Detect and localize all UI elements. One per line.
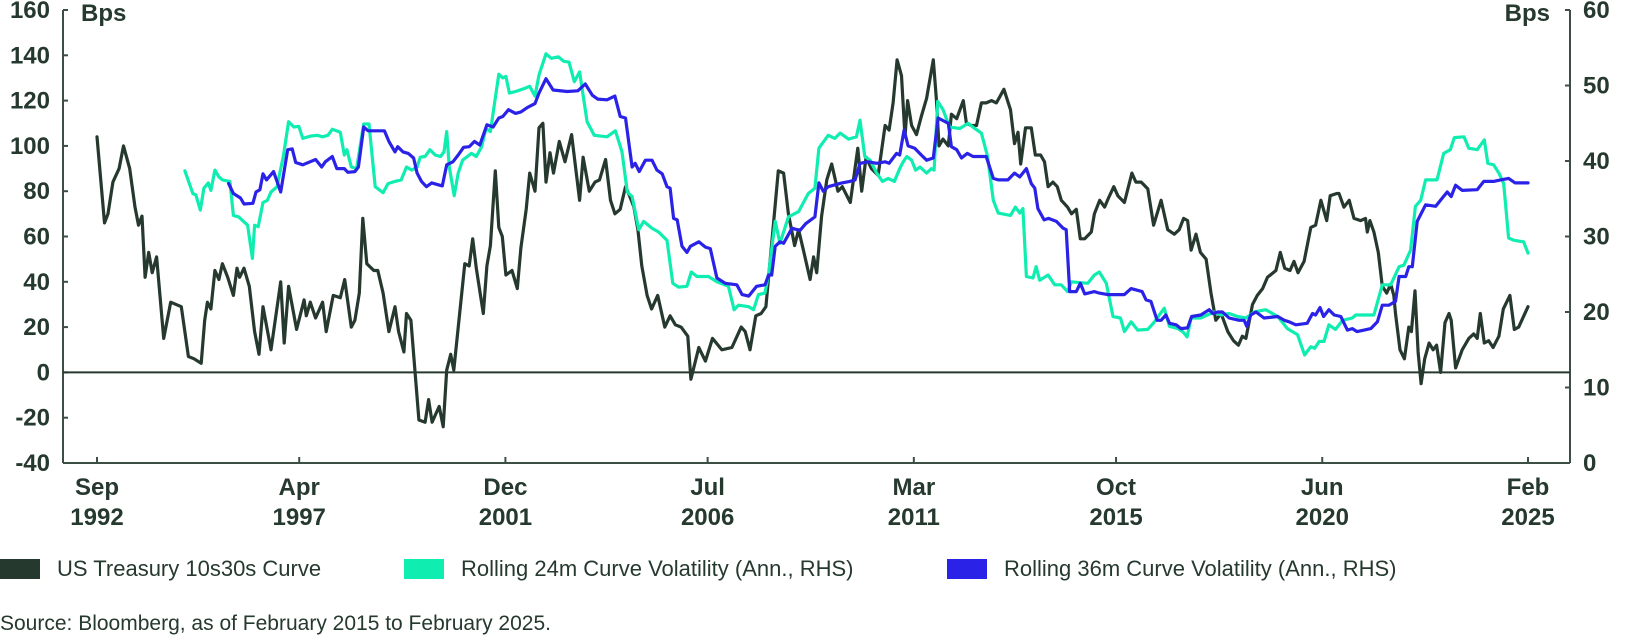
- legend-swatch-24m-vol: [404, 559, 444, 579]
- legend-swatch-10s30s: [0, 559, 40, 579]
- legend-label-10s30s: US Treasury 10s30s Curve: [57, 556, 322, 581]
- legend-item-24m-vol: Rolling 24m Curve Volatility (Ann., RHS): [404, 556, 853, 582]
- right-axis-tick-label: 20: [1583, 299, 1610, 326]
- x-axis-tick-month: Dec: [483, 474, 527, 501]
- right-axis-tick-label: 30: [1583, 224, 1610, 251]
- left-axis-unit-label: Bps: [81, 0, 126, 27]
- legend-swatch-36m-vol: [947, 559, 987, 579]
- x-axis-tick-year: 2015: [1089, 504, 1142, 531]
- x-axis-tick-year: 2006: [681, 504, 734, 531]
- x-axis-tick-month: Jul: [690, 474, 725, 501]
- legend-item-10s30s: US Treasury 10s30s Curve: [0, 556, 321, 582]
- x-axis-tick-year: 1992: [70, 504, 123, 531]
- left-axis-tick-label: 0: [37, 359, 50, 386]
- legend: US Treasury 10s30s Curve Rolling 24m Cur…: [0, 556, 1626, 582]
- right-axis-tick-label: 0: [1583, 450, 1596, 477]
- left-axis-tick-label: 20: [23, 314, 50, 341]
- x-axis-tick-month: Apr: [279, 474, 320, 501]
- x-axis-tick-month: Oct: [1096, 474, 1136, 501]
- source-note: Source: Bloomberg, as of February 2015 t…: [0, 612, 551, 635]
- left-axis-tick-label: -40: [15, 450, 50, 477]
- x-axis-tick-year: 2025: [1501, 504, 1554, 531]
- right-axis-tick-label: 10: [1583, 375, 1610, 402]
- series-line-36m-volatility: [227, 77, 1530, 334]
- x-axis-tick-month: Feb: [1507, 474, 1550, 501]
- left-axis-tick-label: 160: [10, 0, 50, 24]
- x-axis-tick-year: 1997: [273, 504, 326, 531]
- legend-label-36m-vol: Rolling 36m Curve Volatility (Ann., RHS): [1004, 556, 1397, 581]
- left-axis-tick-label: 120: [10, 88, 50, 115]
- right-axis-tick-label: 50: [1583, 73, 1610, 100]
- x-axis-tick-year: 2011: [888, 504, 940, 531]
- right-axis-unit-label: Bps: [1505, 0, 1550, 27]
- left-axis-tick-label: 100: [10, 133, 50, 160]
- x-axis-tick-year: 2001: [479, 504, 532, 531]
- series-line-10s30s-curve: [95, 58, 1530, 429]
- legend-label-24m-vol: Rolling 24m Curve Volatility (Ann., RHS): [461, 556, 854, 581]
- x-axis-tick-month: Jun: [1301, 474, 1344, 501]
- x-axis-tick-year: 2020: [1296, 504, 1349, 531]
- x-axis-tick-month: Mar: [892, 474, 935, 501]
- left-axis-tick-label: 80: [23, 178, 50, 205]
- left-axis-tick-label: 60: [23, 224, 50, 251]
- left-axis-tick-label: 140: [10, 42, 50, 69]
- legend-item-36m-vol: Rolling 36m Curve Volatility (Ann., RHS): [947, 556, 1396, 582]
- left-axis-tick-label: -20: [15, 405, 50, 432]
- left-axis-tick-label: 40: [23, 269, 50, 296]
- right-axis-tick-label: 60: [1583, 0, 1610, 24]
- series-line-24m-volatility: [183, 52, 1530, 357]
- x-axis-tick-month: Sep: [75, 474, 119, 501]
- right-axis-tick-label: 40: [1583, 148, 1610, 175]
